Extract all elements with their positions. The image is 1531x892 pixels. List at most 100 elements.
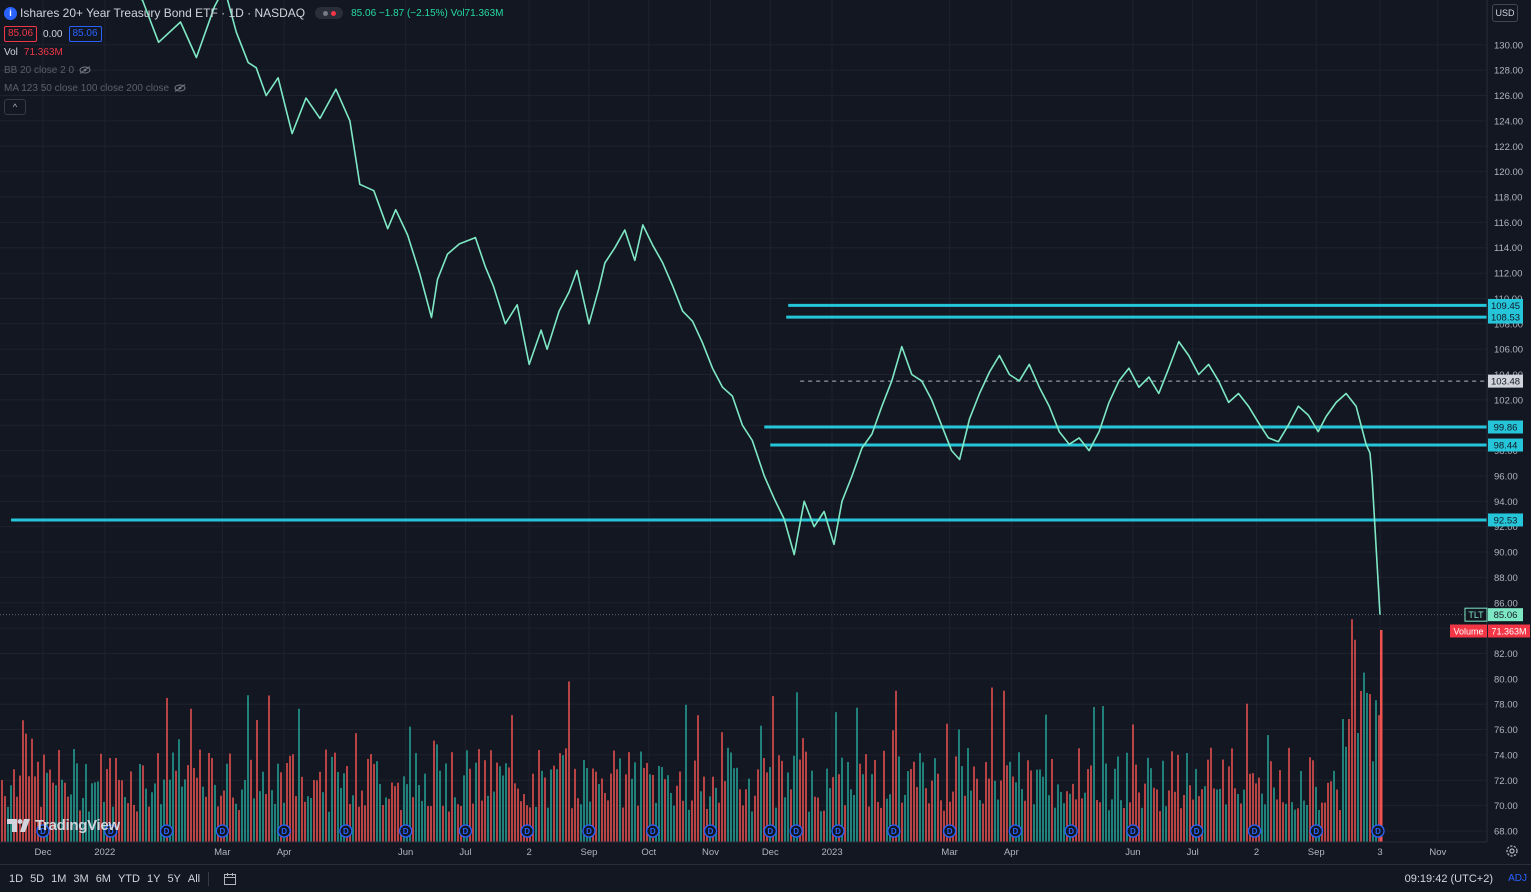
dividend-marker[interactable]: D — [159, 824, 174, 838]
collapse-legend-button[interactable]: ^ — [4, 99, 26, 115]
dividend-letter: D — [708, 827, 714, 836]
volume-bar — [493, 791, 495, 842]
volume-bar — [223, 790, 225, 842]
range-1d-button[interactable]: 1D — [9, 872, 24, 885]
volume-bar — [1072, 783, 1074, 842]
symbol-title[interactable]: Ishares 20+ Year Treasury Bond ETF · 1D … — [20, 6, 306, 20]
dividend-marker[interactable]: D — [1371, 824, 1385, 838]
time-tick-label: Apr — [277, 847, 292, 858]
price-axis[interactable]: 68.00 70.00 72.00 74.00 76.00 78.00 80.00 82.00… — [1486, 0, 1523, 842]
volume-bar — [625, 774, 627, 842]
volume-bar — [118, 779, 120, 842]
horizontal-levels[interactable] — [0, 303, 1487, 616]
dividend-marker[interactable]: D — [942, 824, 957, 838]
range-1m-button[interactable]: 1M — [51, 872, 67, 885]
dividend-marker[interactable]: D — [104, 824, 118, 838]
level-price-label: 103.48 — [1491, 377, 1520, 388]
dividend-marker[interactable]: D — [277, 824, 291, 838]
volume-bar — [406, 784, 408, 842]
volume-bar — [97, 781, 99, 842]
adjust-data-button[interactable]: ADJ — [1508, 873, 1527, 884]
volume-bar — [94, 782, 96, 842]
dividend-marker[interactable]: D — [1190, 824, 1204, 838]
level-price-badge — [1488, 513, 1523, 527]
range-5y-button[interactable]: 5Y — [167, 872, 181, 885]
chart-legend: i Ishares 20+ Year Treasury Bond ETF · 1… — [4, 4, 507, 115]
volume-bar — [565, 748, 567, 842]
range-3m-button[interactable]: 3M — [73, 872, 89, 885]
volume-bar — [1150, 768, 1152, 842]
dividend-icon — [520, 824, 534, 838]
dividend-marker[interactable]: D — [36, 824, 50, 838]
dividend-marker[interactable]: D — [458, 824, 473, 838]
dividend-marker[interactable]: D — [1126, 824, 1140, 838]
volume-bar — [1213, 788, 1215, 842]
calendar-icon[interactable] — [223, 872, 237, 886]
volume-bar — [514, 783, 516, 842]
dividend-marker[interactable]: D — [582, 824, 596, 838]
volume-bar — [781, 760, 783, 842]
time-axis[interactable]: Dec 2022 Mar Apr Jun Jul 2 Sep Oct Nov Dec 2023 Mar A… — [0, 841, 1487, 858]
volume-bar — [418, 785, 420, 842]
volume-bar — [868, 806, 870, 842]
time-tick-label: Jul — [459, 847, 471, 858]
volume-bar — [67, 796, 69, 842]
time-tick-label: Dec — [35, 847, 52, 858]
volume-bar — [364, 805, 366, 842]
volume-bar — [646, 762, 648, 842]
dividend-marker[interactable]: D — [703, 824, 718, 838]
ask-box[interactable]: 85.06 — [68, 26, 102, 42]
dividend-marker[interactable]: D — [763, 824, 777, 838]
dividend-marker[interactable]: D — [1008, 824, 1023, 838]
volume-bar — [286, 762, 288, 842]
dividend-icon — [1247, 824, 1262, 838]
volume-bar — [898, 756, 900, 842]
dividend-marker[interactable]: D — [831, 824, 845, 838]
gear-icon[interactable] — [1505, 844, 1519, 858]
dividend-marker[interactable]: D — [1247, 824, 1262, 838]
dividend-marker[interactable]: D — [789, 824, 803, 838]
dividend-icon — [1064, 824, 1078, 838]
dividend-marker[interactable]: D — [398, 824, 413, 838]
dividend-marker[interactable]: D — [1309, 824, 1323, 838]
dividend-marker[interactable]: D — [646, 824, 660, 838]
range-all-button[interactable]: All — [187, 872, 201, 885]
symbol-info-icon[interactable]: i — [4, 6, 17, 20]
range-1y-button[interactable]: 1Y — [146, 872, 161, 885]
dividend-marker[interactable]: D — [887, 824, 901, 838]
volume-bar — [562, 755, 564, 842]
dividend-marker[interactable]: D — [1064, 824, 1078, 838]
range-ytd-button[interactable]: YTD — [117, 872, 140, 885]
bid-box[interactable]: 85.06 — [4, 26, 38, 42]
price-tick-label: 116.00 — [1494, 218, 1522, 229]
volume-bar — [811, 770, 813, 842]
volume-bar — [967, 747, 969, 842]
range-6m-button[interactable]: 6M — [95, 872, 111, 885]
volume-bar — [823, 810, 825, 842]
volume-bar — [1264, 804, 1266, 842]
range-5d-button[interactable]: 5D — [30, 872, 45, 885]
dividend-marker[interactable]: D — [520, 824, 534, 838]
volume-bar — [949, 801, 951, 842]
volume-bar — [694, 760, 696, 842]
price-tick-label: 114.00 — [1494, 243, 1522, 254]
tradingview-logo[interactable]: TradingView — [7, 817, 120, 834]
volume-bar — [685, 704, 687, 842]
volume-bar — [1078, 748, 1080, 842]
dividend-icon — [159, 824, 174, 838]
ma-indicator-label[interactable]: MA 123 50 close 100 close 200 close — [4, 82, 170, 94]
clock-timezone[interactable]: 09:19:42 (UTC+2) — [1404, 872, 1493, 885]
volume-indicator-name[interactable]: Vol — [4, 46, 18, 58]
dividend-marker[interactable]: D — [339, 824, 353, 838]
bb-indicator-label[interactable]: BB 20 close 2 0 — [4, 64, 75, 76]
volume-bar — [883, 750, 885, 842]
eye-hidden-icon[interactable] — [174, 84, 186, 92]
market-status-icon[interactable] — [315, 7, 344, 19]
eye-hidden-icon[interactable] — [79, 66, 91, 74]
volume-bar — [1090, 765, 1092, 842]
currency-selector[interactable]: USD — [1492, 4, 1518, 22]
dividend-marker[interactable]: D — [215, 824, 229, 838]
volume-bar — [1033, 804, 1035, 842]
